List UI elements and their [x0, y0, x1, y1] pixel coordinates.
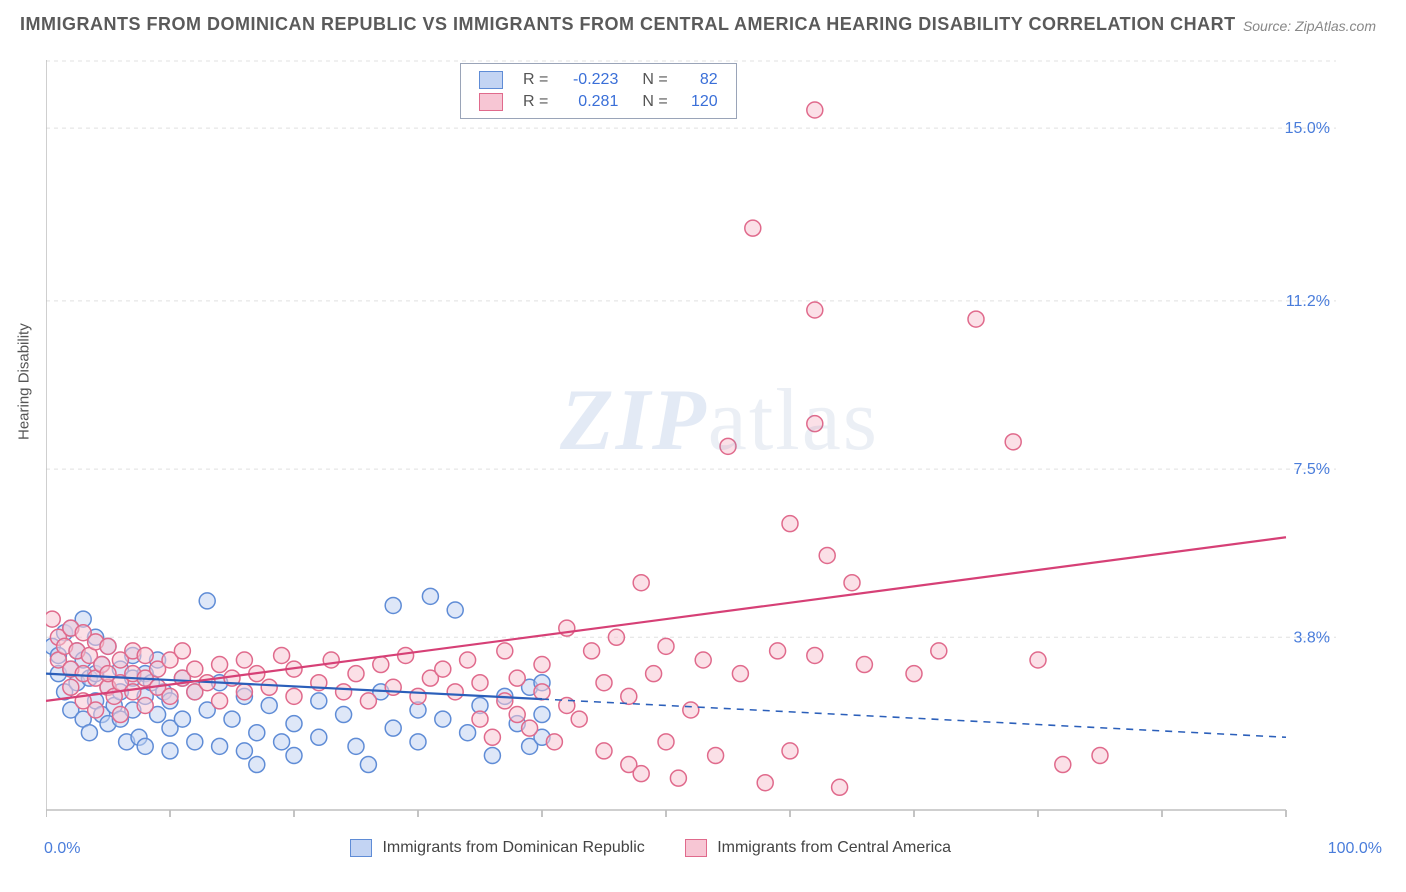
- svg-text:7.5%: 7.5%: [1294, 461, 1330, 478]
- chart-title: IMMIGRANTS FROM DOMINICAN REPUBLIC VS IM…: [20, 14, 1236, 35]
- correlation-legend: R =-0.223N =82R =0.281N =120: [460, 63, 737, 119]
- source-attribution: Source: ZipAtlas.com: [1243, 18, 1376, 34]
- svg-text:15.0%: 15.0%: [1285, 120, 1330, 137]
- x-axis-max-label: 100.0%: [1328, 840, 1382, 858]
- y-axis-label: Hearing Disability: [16, 323, 33, 440]
- svg-text:3.8%: 3.8%: [1294, 629, 1330, 646]
- svg-text:11.2%: 11.2%: [1286, 293, 1330, 310]
- scatter-plot: 3.8% 7.5% 11.2% 15.0%: [46, 60, 1336, 830]
- series-legend: Immigrants from Dominican Republic Immig…: [350, 839, 991, 857]
- x-axis-min-label: 0.0%: [44, 840, 80, 858]
- correlation-table: R =-0.223N =82R =0.281N =120: [471, 68, 726, 114]
